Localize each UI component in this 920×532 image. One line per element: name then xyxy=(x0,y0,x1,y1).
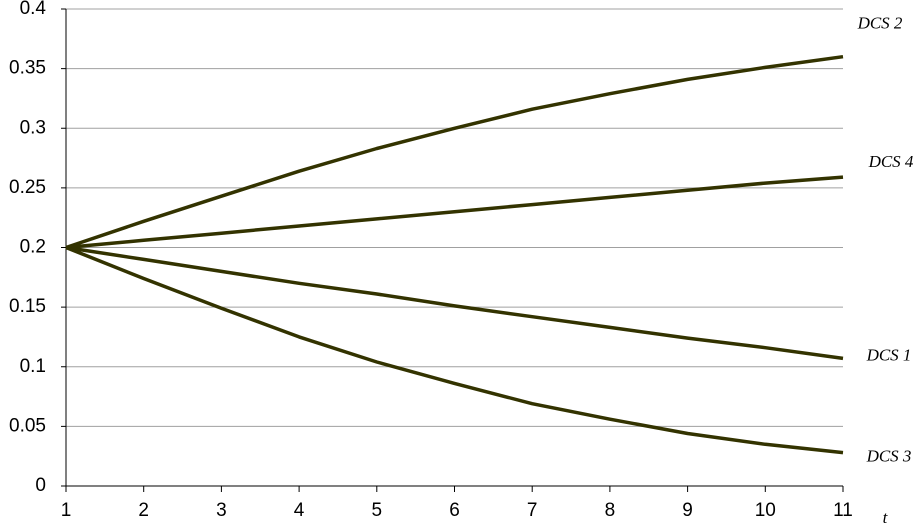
series-label: DCS 2 xyxy=(857,14,903,33)
y-tick-label: 0.1 xyxy=(20,356,46,377)
series-line xyxy=(65,175,844,250)
series-line xyxy=(65,245,844,455)
y-tick-label: 0.3 xyxy=(20,117,46,138)
series-label: DCS 1 xyxy=(866,345,912,364)
x-tick-label: 2 xyxy=(138,500,149,521)
y-tick-label: 0.2 xyxy=(20,237,46,258)
x-axis-label: t xyxy=(883,508,889,527)
x-tick-label: 11 xyxy=(833,500,853,521)
y-tick-label: 0.05 xyxy=(9,415,46,436)
x-tick-label: 4 xyxy=(294,500,305,521)
series-line xyxy=(65,245,844,361)
x-tick-label: 9 xyxy=(682,500,693,521)
x-tick-label: 10 xyxy=(755,500,776,521)
x-tick-label: 7 xyxy=(527,500,538,521)
x-tick-label: 5 xyxy=(372,500,383,521)
y-tick-label: 0.25 xyxy=(9,177,46,198)
series-label: DCS 4 xyxy=(868,152,914,171)
series-label: DCS 3 xyxy=(866,447,912,466)
x-tick-label: 1 xyxy=(61,500,72,521)
x-tick-label: 8 xyxy=(605,500,616,521)
y-tick-label: 0.4 xyxy=(20,0,47,19)
y-tick-label: 0 xyxy=(35,475,46,496)
x-tick-label: 6 xyxy=(449,500,460,521)
y-tick-label: 0.15 xyxy=(9,296,46,317)
series-line xyxy=(65,54,844,250)
x-tick-label: 3 xyxy=(216,500,227,521)
y-tick-label: 0.35 xyxy=(9,58,46,79)
